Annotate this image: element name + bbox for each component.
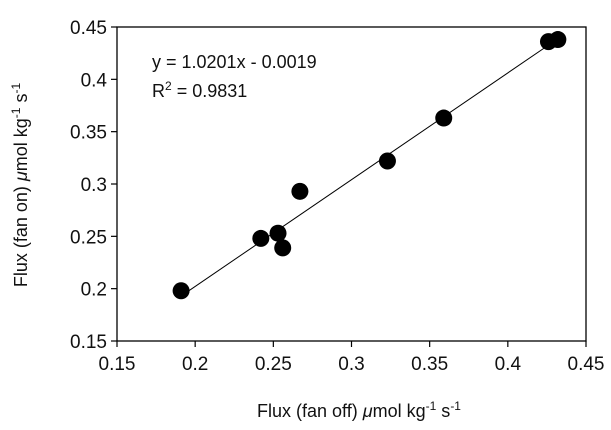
r-squared-symbol: R: [152, 81, 165, 101]
y-tick-label: 0.45: [70, 18, 107, 39]
x-tick-label: 0.45: [568, 354, 605, 375]
data-point: [549, 31, 567, 49]
r-squared-value: = 0.9831: [172, 81, 248, 101]
y-axis-title: Flux (fan on) μmol kg-1 s-1: [9, 83, 31, 288]
y-tick-label: 0.2: [81, 280, 107, 301]
y-tick-label: 0.35: [70, 123, 107, 144]
y-tick-label: 0.15: [70, 332, 107, 353]
x-tick-label: 0.25: [255, 354, 292, 375]
x-tick-label: 0.15: [99, 354, 136, 375]
data-point: [274, 239, 292, 257]
y-tick-label: 0.4: [81, 70, 108, 91]
x-tick-label: 0.3: [338, 354, 364, 375]
r-squared-superscript: 2: [165, 79, 172, 93]
data-point: [172, 282, 190, 300]
x-axis-title: Flux (fan off) μmol kg-1 s-1: [257, 399, 461, 421]
data-point: [378, 152, 396, 170]
regression-equation: y = 1.0201x - 0.0019: [152, 52, 317, 72]
data-point: [435, 109, 453, 127]
x-tick-label: 0.35: [411, 354, 448, 375]
data-point: [269, 224, 287, 242]
y-tick-label: 0.3: [81, 175, 107, 196]
data-point: [291, 182, 309, 200]
y-tick-label: 0.25: [70, 227, 107, 248]
x-tick-label: 0.4: [495, 354, 522, 375]
data-point: [252, 229, 270, 247]
r-squared-label: R2 = 0.9831: [152, 79, 247, 101]
x-tick-label: 0.2: [182, 354, 208, 375]
trendline: [180, 38, 559, 297]
